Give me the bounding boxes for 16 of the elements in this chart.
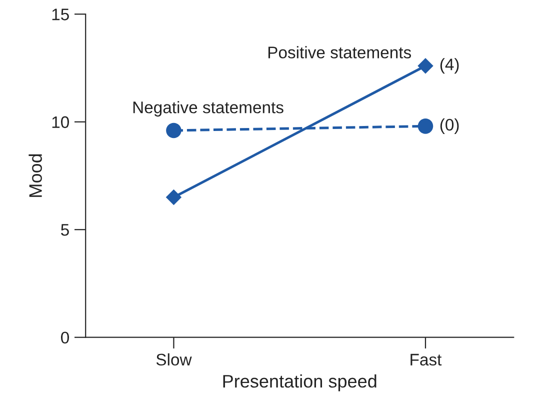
point xyxy=(166,122,182,138)
x-tick-label: Slow xyxy=(156,353,192,366)
point xyxy=(418,58,434,74)
y-tick-label: 10 xyxy=(52,116,69,128)
annotation: (4) xyxy=(440,58,459,74)
point xyxy=(166,189,182,206)
point xyxy=(418,118,434,134)
annotation: (0) xyxy=(440,118,459,134)
series-label: Positive statements xyxy=(268,46,411,58)
y-axis-title: Mood xyxy=(28,154,42,197)
x-axis-title: Presentation speed xyxy=(223,374,376,392)
y-tick-label: 5 xyxy=(61,224,69,236)
x-tick-label: Fast xyxy=(410,354,442,366)
series-label: Negative statements xyxy=(133,101,284,117)
y-tick-label: 0 xyxy=(61,332,69,344)
y-tick-label: 15 xyxy=(52,8,69,20)
